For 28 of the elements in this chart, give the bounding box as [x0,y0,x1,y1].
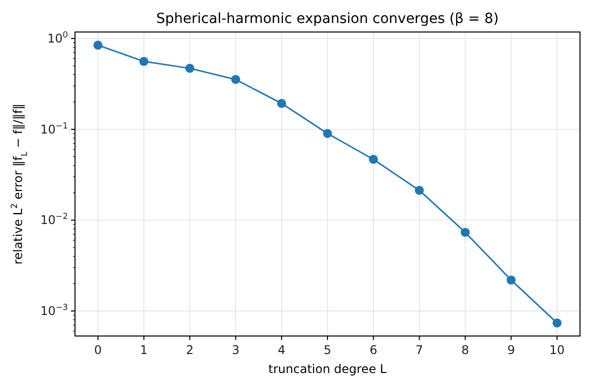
point [323,128,332,138]
x-tick-label: 9 [507,343,515,357]
point [93,40,102,50]
x-tick-label: 0 [94,343,102,357]
x-tick-label: 1 [140,343,148,357]
x-tick-label: 4 [278,343,286,357]
x-tick-label: 10 [549,343,565,357]
x-axis-title: truncation degree L [268,362,387,376]
point [460,228,470,237]
point [552,318,562,328]
point [185,64,194,73]
y-tick-label: 10$^{−3}$ [40,302,68,318]
chart-title: Spherical-harmonic expansion converges (β = 8) [156,11,499,27]
x-tick-label: 3 [232,343,240,357]
point [506,276,516,285]
point [277,98,286,108]
x-tick-label: 2 [186,343,194,357]
y-tick-label: 10$^{−2}$ [40,211,68,228]
x-tick-label: 8 [461,343,470,357]
x-tick-label: 7 [416,343,424,357]
point [139,56,148,66]
x-tick-label: 6 [370,343,378,357]
y-tick-label: 10$^{0}$ [47,30,68,46]
x-tick-label: 5 [324,343,332,357]
point [368,154,378,164]
point [231,74,240,84]
y-tick-label: 10$^{−1}$ [40,120,68,136]
point [414,186,424,195]
